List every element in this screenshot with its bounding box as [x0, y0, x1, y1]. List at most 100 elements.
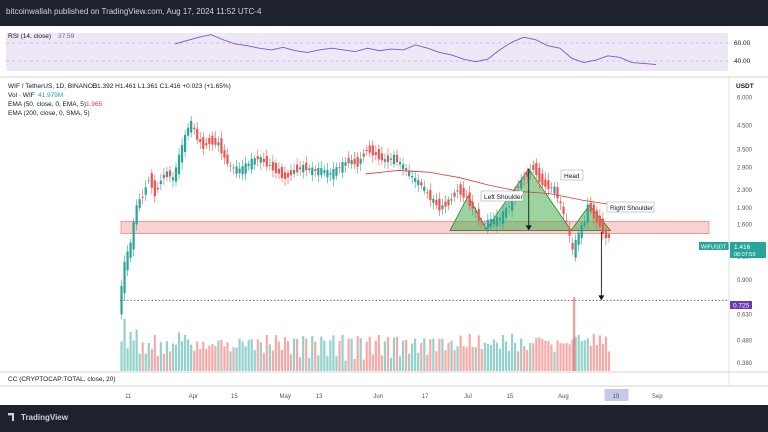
volume-bar — [504, 341, 508, 371]
volume-bar — [529, 343, 532, 371]
candle-body — [489, 219, 492, 227]
volume-bar — [571, 339, 574, 371]
candle-body — [441, 205, 444, 210]
volume-bar — [595, 344, 598, 371]
time-tick: 19 — [613, 394, 620, 400]
volume-bar — [559, 343, 562, 371]
candle-body — [405, 168, 408, 171]
volume-bar — [177, 332, 181, 371]
legend-symbol: WIF / TetherUS, 1D, BINANCE — [8, 83, 97, 90]
volume-bar — [232, 347, 235, 371]
price-tick: 0.380 — [737, 361, 753, 367]
candle-body — [232, 167, 235, 169]
volume-bars — [120, 297, 611, 371]
volume-bar — [583, 340, 586, 371]
candle-body — [193, 127, 196, 130]
candle-body — [432, 198, 435, 203]
volume-bar — [214, 345, 217, 371]
candle-body — [141, 196, 144, 198]
volume-bar — [144, 353, 147, 371]
candle-body — [238, 168, 241, 173]
head-label: Head — [560, 169, 584, 181]
candle-body — [199, 139, 202, 143]
current-ticker-badge — [699, 242, 729, 250]
chart-frame[interactable]: RSI (14, close) 37.59 60.00 40.00 USDT 6… — [0, 26, 768, 405]
volume-bar — [165, 341, 169, 371]
volume-bar — [283, 337, 287, 371]
right-shoulder-box — [606, 201, 655, 213]
candle-body — [365, 149, 368, 152]
candle-body — [486, 219, 489, 229]
volume-bar — [238, 338, 241, 371]
candle-body — [187, 127, 190, 136]
price-tick: 2.900 — [737, 166, 753, 172]
candle-body — [223, 150, 226, 158]
candle-body — [492, 218, 496, 225]
volume-bar — [580, 341, 583, 371]
rsi-pane: RSI (14, close) 37.59 60.00 40.00 — [0, 26, 768, 76]
volume-bar — [486, 343, 489, 371]
candle-body — [544, 179, 547, 187]
volume-bar — [492, 339, 496, 371]
candle-body — [165, 171, 169, 178]
volume-bar — [438, 338, 441, 371]
candle-body — [162, 174, 166, 179]
candle-body — [332, 169, 335, 180]
volume-bar — [565, 343, 568, 371]
price-tick: 2.300 — [737, 188, 753, 194]
candle-body — [302, 164, 305, 173]
volume-bar — [495, 342, 499, 371]
tradingview-logo[interactable]: TradingView — [8, 413, 68, 422]
candle-body — [347, 157, 350, 164]
candle-body — [153, 180, 156, 197]
volume-bar — [520, 338, 523, 371]
volume-bar — [147, 343, 150, 371]
volume-bar — [562, 343, 565, 371]
price-tick: 4.500 — [737, 123, 753, 129]
candle-body — [190, 120, 193, 133]
footer-bar: TradingView — [0, 405, 768, 432]
candle-body — [414, 177, 417, 182]
candle-body — [526, 172, 529, 177]
volume-bar — [129, 331, 132, 371]
volume-bar — [159, 342, 162, 371]
candle-body — [168, 170, 172, 177]
volume-bar — [271, 350, 274, 371]
candle-body — [259, 157, 262, 163]
candle-body — [265, 156, 268, 167]
volume-bar — [589, 345, 592, 371]
volume-bar — [374, 340, 377, 371]
candle-body — [411, 175, 414, 178]
volume-bar — [574, 336, 577, 371]
price-tick: 3.500 — [737, 147, 753, 153]
price-axis[interactable]: USDT 6.000 4.500 3.500 2.900 2.300 1.900 1.600… — [736, 83, 754, 367]
price-tick: 1.600 — [737, 223, 753, 229]
candle-body — [362, 153, 365, 157]
candle-body — [156, 187, 159, 190]
volume-bar — [302, 336, 305, 371]
candle-body — [398, 162, 402, 165]
candle-body — [338, 167, 341, 169]
current-price: 1.416 — [734, 244, 751, 251]
time-axis[interactable]: 11 Apr 15 May 13 Jun 17 Jul 15 Aug 19 Sep — [125, 389, 663, 401]
volume-bar — [229, 351, 232, 371]
candle-body — [438, 198, 441, 211]
price-tick: 0.480 — [737, 338, 753, 344]
candle-body — [283, 172, 287, 179]
candle-body — [550, 187, 553, 189]
candle-body — [320, 168, 323, 176]
volume-bar — [208, 345, 211, 371]
head-drop-arrow-head — [525, 225, 532, 231]
volume-bar — [329, 340, 332, 371]
candle-body — [507, 206, 511, 208]
candle-body — [429, 189, 432, 201]
candle-body — [383, 159, 387, 162]
volume-bar — [274, 335, 278, 371]
volume-bar — [498, 348, 502, 371]
left-shoulder-box — [480, 190, 524, 202]
price-chart[interactable]: RSI (14, close) 37.59 60.00 40.00 USDT 6… — [0, 26, 768, 405]
candle-body — [580, 225, 583, 239]
candle-body — [129, 242, 132, 258]
candle-body — [211, 135, 214, 145]
candles — [120, 115, 611, 320]
